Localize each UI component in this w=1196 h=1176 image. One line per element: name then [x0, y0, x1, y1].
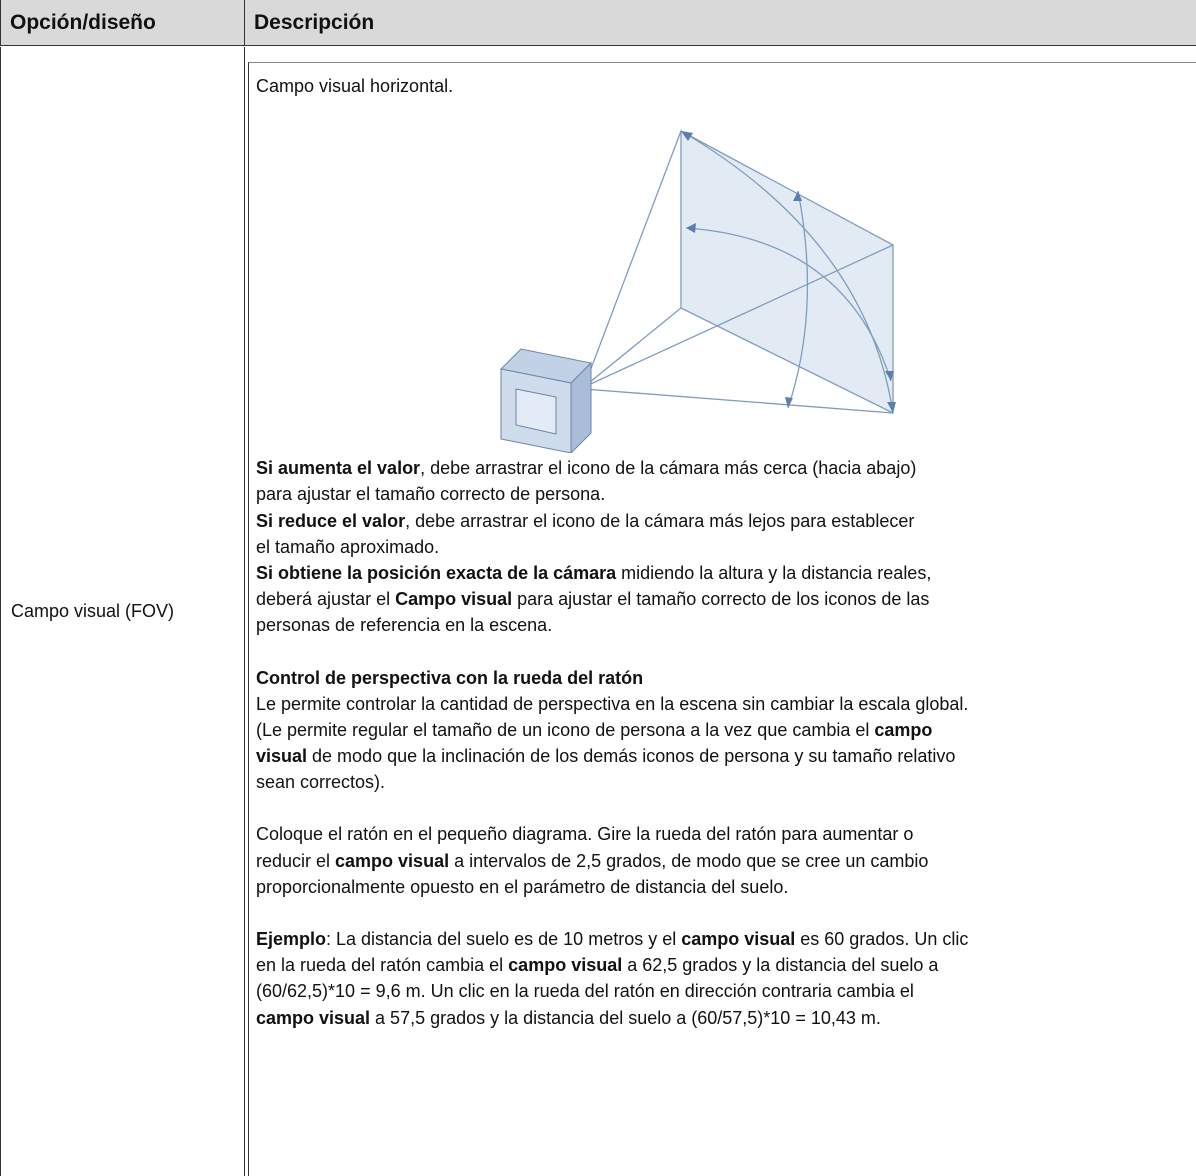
text: midiendo la altura y la distancia reales…: [616, 562, 932, 583]
text-line: personas de referencia en la escena.: [256, 612, 1196, 638]
text: Campo visual horizontal.: [256, 76, 454, 96]
text: (60/62,5)*10 = 9,6 m. Un clic en la rued…: [256, 981, 914, 1002]
text-line: Campo visual horizontal.: [256, 73, 1196, 99]
text-line: (60/62,5)*10 = 9,6 m. Un clic en la rued…: [256, 978, 1196, 1004]
paragraph: Ejemplo: La distancia del suelo es de 10…: [256, 926, 1196, 1031]
paragraph: Control de perspectiva con la rueda del …: [256, 665, 1196, 796]
text-line: deberá ajustar el Campo visual para ajus…: [256, 586, 1196, 612]
text-area: Si aumenta el valor, debe arrastrar el i…: [256, 455, 1196, 1031]
text-line: Si aumenta el valor, debe arrastrar el i…: [256, 455, 1196, 481]
text-line: en la rueda del ratón cambia el campo vi…: [256, 952, 1196, 978]
text-line: el tamaño aproximado.: [256, 534, 1196, 560]
bold-text: Si aumenta el valor: [256, 458, 421, 479]
text-line: campo visual a 57,5 grados y la distanci…: [256, 1005, 1196, 1031]
text-line: para ajustar el tamaño correcto de perso…: [256, 481, 1196, 507]
text-line: reducir el campo visual a intervalos de …: [256, 848, 1196, 874]
text: es 60 grados. Un clic: [795, 929, 969, 949]
text-area: Campo visual horizontal.: [256, 73, 1196, 99]
text-line: Si reduce el valor, debe arrastrar el ic…: [256, 508, 1196, 534]
text-line: Control de perspectiva con la rueda del …: [256, 665, 1196, 691]
text: personas de referencia en la escena.: [256, 615, 553, 636]
text: para ajustar el tamaño correcto de los i…: [512, 589, 930, 610]
text-line: (Le permite regular el tamaño de un icon…: [256, 717, 1196, 743]
bold-text: Si reduce el valor: [256, 510, 406, 531]
paragraph: Campo visual horizontal.: [256, 73, 1196, 99]
bold-text: campo visual: [256, 1007, 371, 1028]
fov-diagram: [496, 119, 958, 454]
text: el tamaño aproximado.: [256, 536, 440, 557]
option-text: Campo visual (FOV): [11, 601, 175, 621]
option-cell: Campo visual (FOV): [0, 47, 245, 1176]
text-line: Si obtiene la posición exacta de la cáma…: [256, 560, 1196, 586]
text-line: Ejemplo: La distancia del suelo es de 10…: [256, 926, 1196, 952]
bold-text: Control de perspectiva con la rueda del …: [256, 667, 644, 688]
text-line: proporcionalmente opuesto en el parámetr…: [256, 874, 1196, 900]
text: de modo que la inclinación de los demás …: [307, 746, 956, 767]
paragraph: Coloque el ratón en el pequeño diagrama.…: [256, 821, 1196, 900]
text-line: Le permite controlar la cantidad de pers…: [256, 691, 1196, 717]
text: Coloque el ratón en el pequeño diagrama.…: [256, 824, 914, 845]
text: , debe arrastrar el icono de la cámara m…: [420, 458, 917, 479]
header-cell: Opción/diseño: [0, 0, 245, 46]
paragraph: Si aumenta el valor, debe arrastrar el i…: [256, 455, 1196, 638]
text: , debe arrastrar el icono de la cámara m…: [405, 510, 915, 531]
text-line: sean correctos).: [256, 769, 1196, 795]
bold-text: Si obtiene la posición exacta de la cáma…: [256, 562, 617, 583]
text: deberá ajustar el: [256, 589, 396, 610]
bold-text: campo visual: [681, 929, 796, 949]
text: a intervalos de 2,5 grados, de modo que …: [449, 850, 929, 871]
text: (Le permite regular el tamaño de un icon…: [256, 719, 875, 740]
text-line: visual de modo que la inclinación de los…: [256, 743, 1196, 769]
bold-text: Ejemplo: [256, 929, 327, 949]
text: sean correctos).: [256, 772, 386, 793]
bold-text: campo visual: [335, 850, 450, 871]
text: : La distancia del suelo es de 10 metros…: [326, 929, 682, 949]
text: proporcionalmente opuesto en el parámetr…: [256, 876, 789, 897]
text: para ajustar el tamaño correcto de perso…: [256, 484, 606, 505]
text: Le permite controlar la cantidad de pers…: [256, 693, 969, 714]
text: a 62,5 grados y la distancia del suelo a: [622, 955, 939, 976]
header-cell: Descripción: [245, 0, 1196, 46]
text-line: Coloque el ratón en el pequeño diagrama.…: [256, 821, 1196, 847]
text: a 57,5 grados y la distancia del suelo a…: [370, 1007, 881, 1028]
bold-text: visual: [256, 746, 308, 767]
bold-text: campo: [874, 719, 933, 740]
text: en la rueda del ratón cambia el: [256, 955, 509, 976]
description-cell: Campo visual horizontal. Si aumenta el v…: [248, 62, 1196, 1176]
text: reducir el: [256, 850, 336, 871]
bold-text: Campo visual: [395, 589, 513, 610]
bold-text: campo visual: [508, 955, 623, 976]
